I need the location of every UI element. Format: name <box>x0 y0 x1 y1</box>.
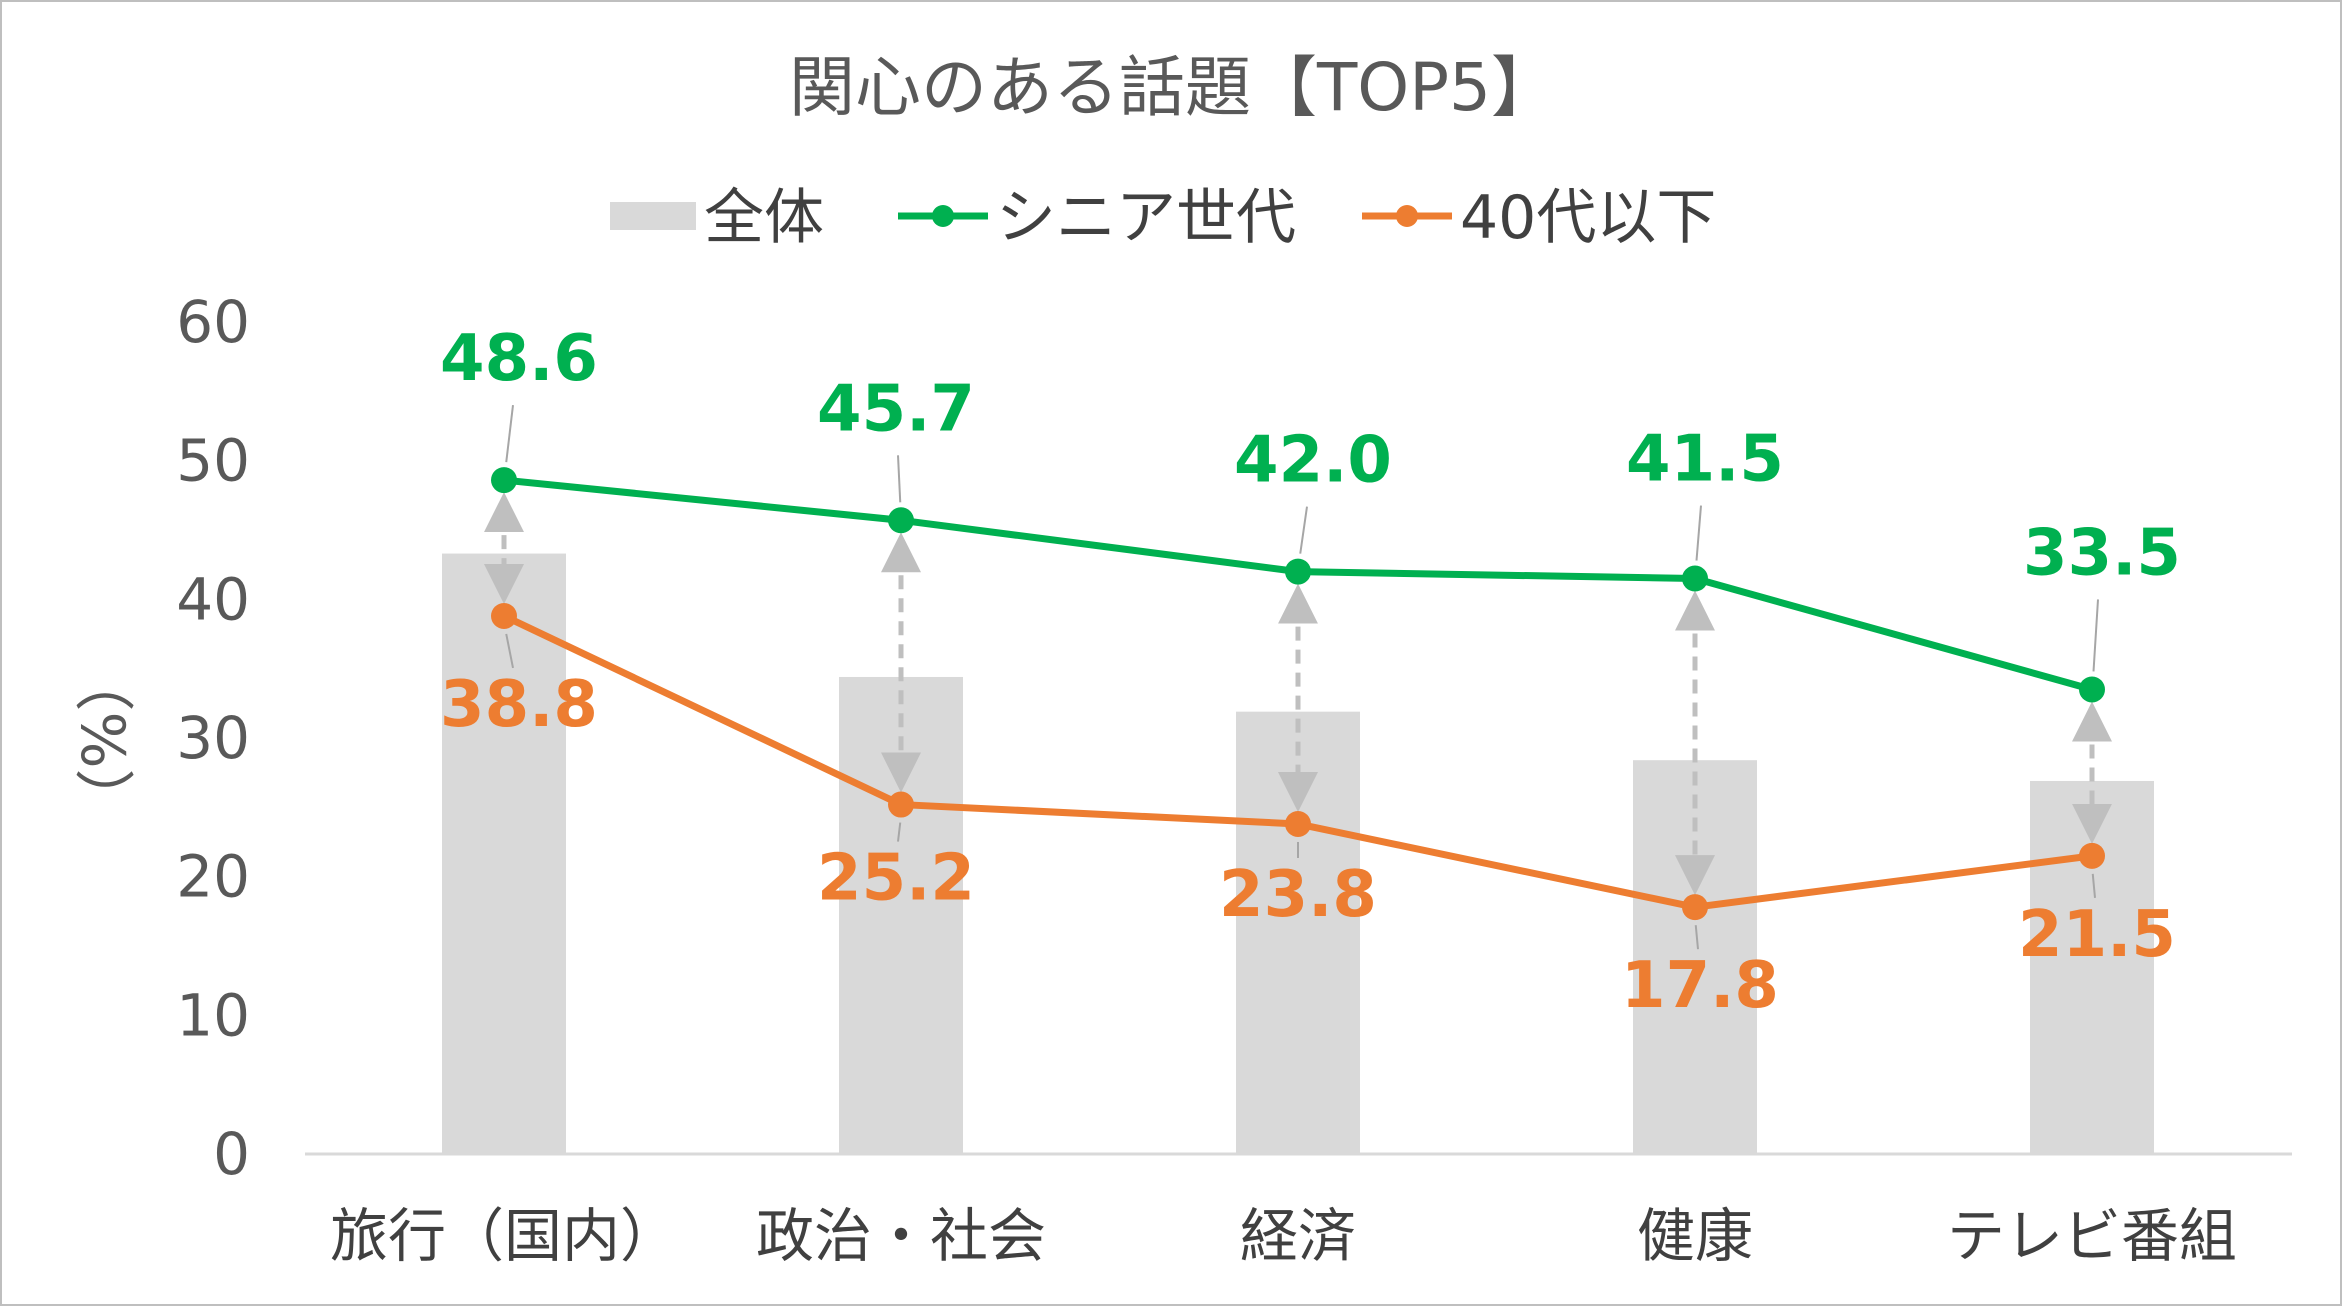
bar-overall <box>442 553 566 1154</box>
y-axis-ticks: 0 10 20 30 40 50 60 <box>176 288 250 1188</box>
y-tick-label: 20 <box>176 843 250 911</box>
x-category-label: 健康 <box>1637 1202 1753 1270</box>
under40-marker <box>1285 810 1311 837</box>
under40-data-label: 21.5 <box>2018 898 2176 972</box>
leader-line <box>897 455 902 503</box>
x-category-label: テレビ番組 <box>1947 1202 2237 1270</box>
x-axis-categories: 旅行（国内） 政治・社会 経済 健康 テレビ番組 <box>330 1202 2237 1270</box>
gap-arrows <box>484 492 2112 896</box>
bars <box>442 553 2154 1154</box>
leader-line <box>2091 873 2096 898</box>
under40-marker <box>888 791 914 818</box>
senior-data-label: 33.5 <box>2023 516 2181 590</box>
under40-data-label: 17.8 <box>1621 949 1779 1023</box>
y-tick-label: 40 <box>176 565 250 633</box>
legend: 全体 シニア世代 40代以下 <box>610 183 1716 253</box>
senior-data-label: 41.5 <box>1626 423 1784 497</box>
y-tick-label: 30 <box>176 704 250 772</box>
leader-line <box>897 822 902 842</box>
y-tick-label: 60 <box>176 288 250 356</box>
under40-data-label: 23.8 <box>1219 858 1377 932</box>
x-category-label: 旅行（国内） <box>330 1202 678 1270</box>
senior-marker <box>491 467 517 494</box>
leader-line <box>1694 925 1699 950</box>
senior-data-label: 42.0 <box>1234 424 1392 498</box>
data-labels: 48.6 45.7 42.0 41.5 33.5 38.8 25.2 23.8 17.8 21.5 <box>440 322 2181 1023</box>
senior-data-label: 45.7 <box>817 372 975 446</box>
leader-line <box>505 404 514 463</box>
y-axis-label: （%） <box>67 651 137 828</box>
label-leader-lines <box>505 404 2099 950</box>
leader-line <box>1695 505 1702 561</box>
senior-marker <box>2079 676 2105 703</box>
leader-line <box>1299 506 1308 554</box>
legend-marker-senior <box>932 205 954 227</box>
senior-marker <box>1285 558 1311 585</box>
under40-data-label: 38.8 <box>440 668 598 742</box>
y-tick-label: 10 <box>176 981 250 1049</box>
legend-swatch-overall <box>610 202 696 230</box>
under40-marker <box>1682 894 1708 921</box>
under40-data-label: 25.2 <box>817 842 975 916</box>
x-category-label: 政治・社会 <box>756 1202 1046 1270</box>
senior-marker <box>1682 565 1708 592</box>
legend-label-overall: 全体 <box>704 183 824 253</box>
under40-marker <box>2079 842 2105 869</box>
series-markers <box>491 467 2105 921</box>
chart-title: 関心のある話題【TOP5】 <box>789 49 1557 126</box>
y-tick-label: 50 <box>176 427 250 495</box>
legend-label-senior: シニア世代 <box>996 183 1296 253</box>
leader-line <box>505 633 514 669</box>
legend-marker-under40 <box>1396 205 1418 227</box>
y-tick-label: 0 <box>213 1120 250 1188</box>
senior-marker <box>888 507 914 534</box>
senior-data-label: 48.6 <box>440 322 598 396</box>
legend-label-under40: 40代以下 <box>1460 183 1716 253</box>
under40-marker <box>491 602 517 629</box>
leader-line <box>2092 599 2099 672</box>
x-category-label: 経済 <box>1240 1202 1356 1270</box>
